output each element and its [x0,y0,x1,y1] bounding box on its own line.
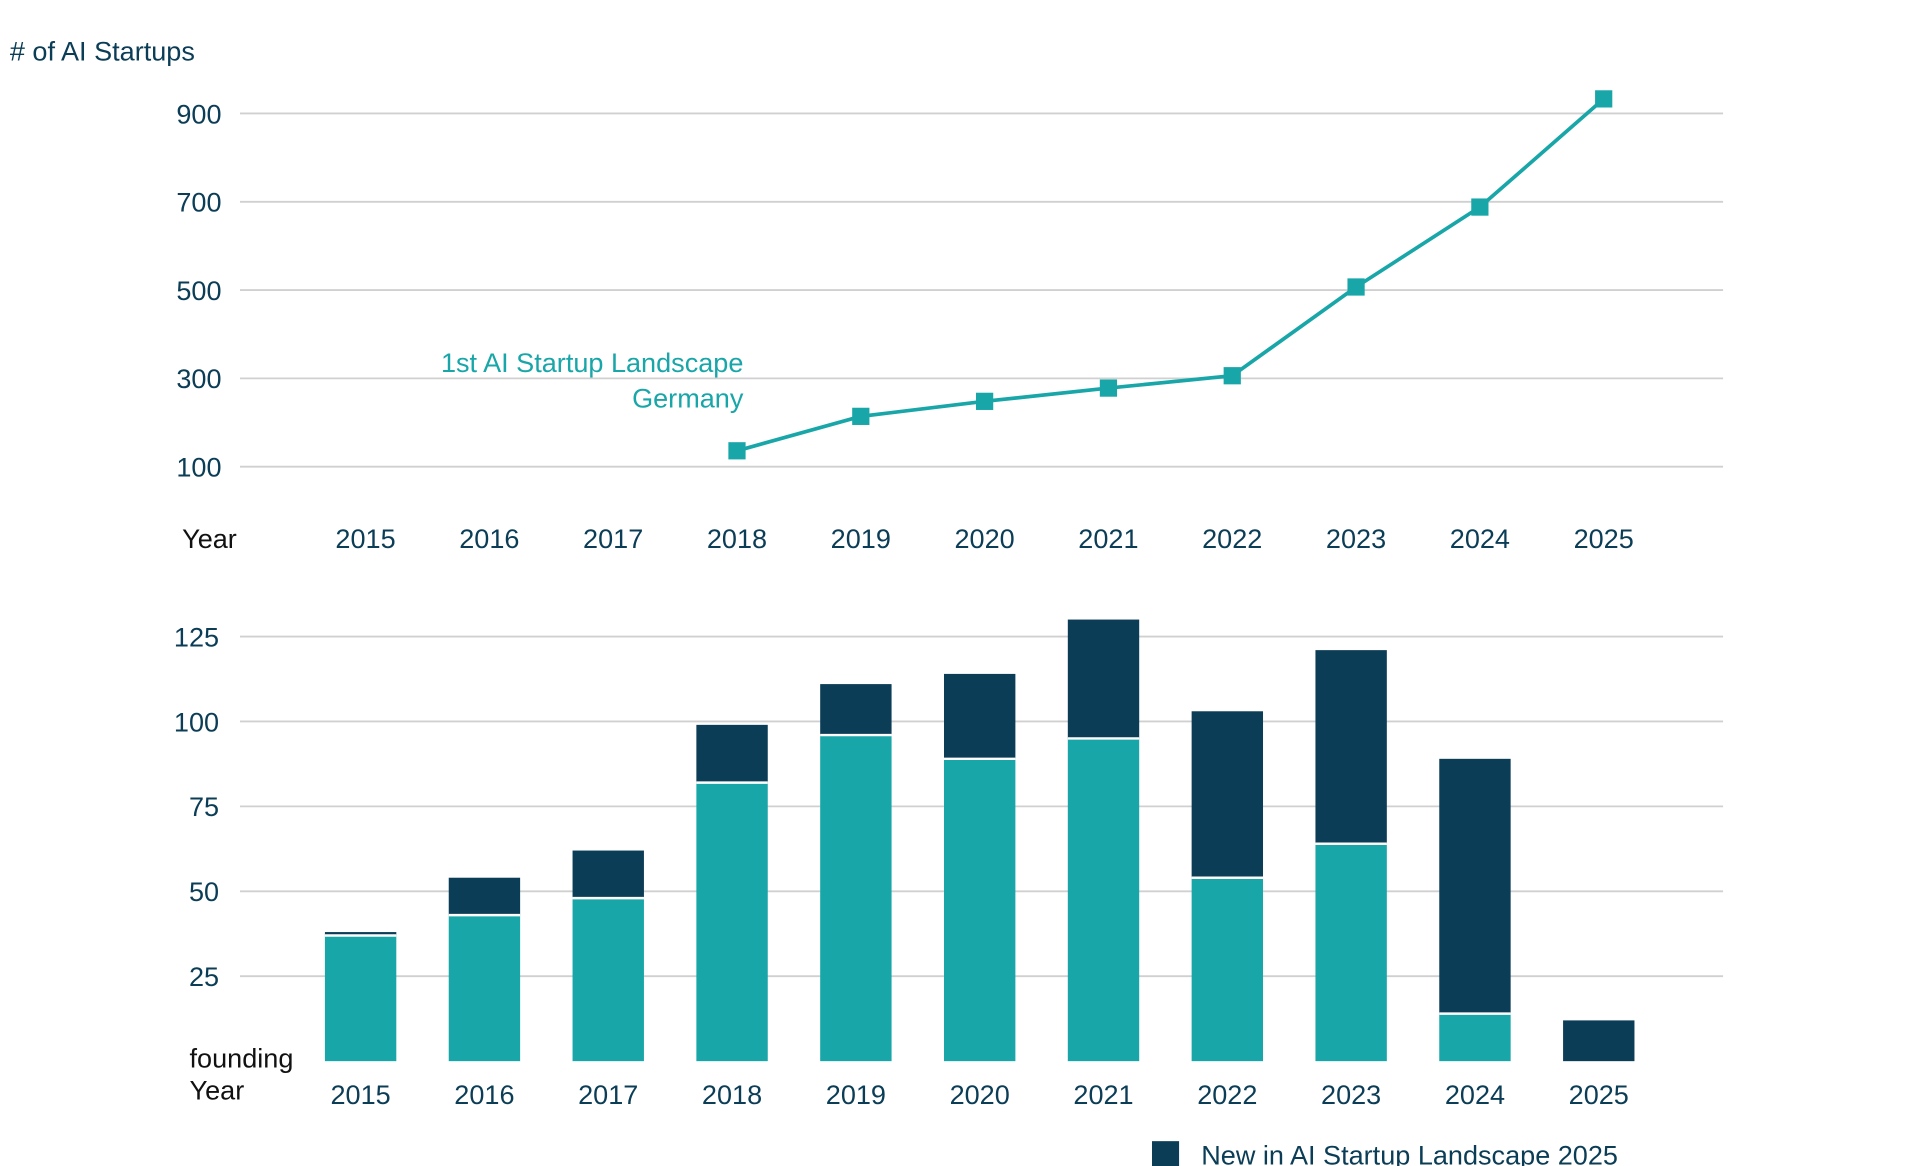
y-tick-label: 75 [189,791,219,822]
bar-segment-new [944,673,1016,759]
annotation-line2: Germany [632,383,744,414]
data-point [852,407,870,425]
annotation-line1: 1st AI Startup Landscape [441,347,743,378]
data-point [1471,198,1489,216]
bar-segment-new [1563,1020,1635,1062]
x-tick-label: 2021 [1073,1079,1133,1110]
bar-segment-base [448,915,521,1062]
y-tick-label: 700 [176,187,221,218]
y-tick-label: 25 [189,961,219,992]
bar-segment-new [1191,711,1264,878]
x-tick-label: 2016 [454,1079,514,1110]
bar-segment-base [696,782,768,1062]
top-x-axis-label: Year [182,523,237,554]
data-point [728,442,746,460]
x-tick-label: 2018 [707,523,767,554]
bar-segment-new [324,932,397,936]
x-tick-label: 2017 [578,1079,638,1110]
x-tick-label: 2015 [335,523,395,554]
x-tick-label: 2020 [950,1079,1010,1110]
bar-segment-new [572,850,644,899]
top-y-axis-label: # of AI Startups [10,36,195,67]
data-point [1595,90,1613,108]
y-tick-label: 125 [174,621,219,652]
bar-segment-base [944,758,1016,1062]
x-tick-label: 2024 [1445,1079,1505,1110]
bottom-x-axis-label-line2: Year [190,1074,245,1105]
y-tick-label: 50 [189,876,219,907]
y-tick-label: 100 [176,452,221,483]
x-tick-label: 2022 [1202,523,1262,554]
bar-segment-base [1315,843,1387,1062]
x-tick-label: 2023 [1326,523,1386,554]
data-point [1099,379,1118,397]
x-tick-label: 2025 [1569,1079,1629,1110]
data-point [976,392,994,410]
bar-segment-base [1191,877,1264,1062]
bar-segment-base [1439,1013,1511,1062]
bar-segment-new [820,684,892,736]
x-tick-label: 2019 [831,523,891,554]
bottom-x-axis-label-line1: founding [190,1042,294,1073]
x-tick-label: 2025 [1574,523,1634,554]
x-tick-label: 2024 [1450,523,1510,554]
y-tick-label: 900 [176,98,221,129]
y-tick-label: 300 [176,363,221,394]
legend-swatch-dark [1152,1141,1180,1166]
bar-segment-new [1439,758,1511,1014]
bar-segment-base [572,898,644,1062]
bar-segment-new [696,724,768,783]
x-tick-label: 2017 [583,523,643,554]
x-tick-label: 2021 [1078,523,1138,554]
legend-label: New in AI Startup Landscape 2025 [1201,1140,1618,1166]
x-tick-label: 2023 [1321,1079,1381,1110]
bar-segment-new [1067,619,1140,739]
line-series [736,97,1605,453]
bar-segment-base [324,935,397,1062]
x-tick-label: 2016 [459,523,519,554]
data-point [1347,278,1365,296]
y-tick-label: 500 [176,275,221,306]
x-tick-label: 2022 [1197,1079,1257,1110]
x-tick-label: 2015 [331,1079,391,1110]
bar-segment-base [820,735,892,1062]
data-point [1223,367,1241,385]
y-tick-label: 100 [174,706,219,737]
bar-segment-base [1067,738,1140,1062]
bar-segment-new [448,877,521,916]
x-tick-label: 2020 [955,523,1015,554]
x-tick-label: 2019 [826,1079,886,1110]
x-tick-label: 2018 [702,1079,762,1110]
bar-segment-new [1315,650,1387,844]
